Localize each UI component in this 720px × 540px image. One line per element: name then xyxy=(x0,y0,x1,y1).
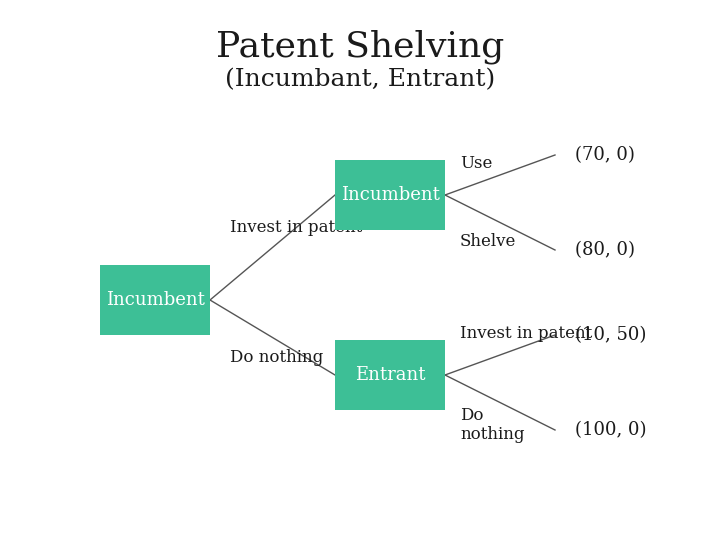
Text: Use: Use xyxy=(460,154,492,172)
Text: (70, 0): (70, 0) xyxy=(575,146,635,164)
Text: Do
nothing: Do nothing xyxy=(460,407,524,443)
Text: Incumbent: Incumbent xyxy=(341,186,439,204)
Text: Entrant: Entrant xyxy=(355,366,426,384)
Text: Incumbent: Incumbent xyxy=(106,291,204,309)
FancyBboxPatch shape xyxy=(335,160,445,230)
Text: (100, 0): (100, 0) xyxy=(575,421,647,439)
Text: Invest in patent: Invest in patent xyxy=(230,219,362,237)
Text: Patent Shelving: Patent Shelving xyxy=(216,30,504,64)
Text: Do nothing: Do nothing xyxy=(230,349,323,367)
Text: Shelve: Shelve xyxy=(460,233,516,251)
FancyBboxPatch shape xyxy=(335,340,445,410)
FancyBboxPatch shape xyxy=(100,265,210,335)
Text: (Incumbant, Entrant): (Incumbant, Entrant) xyxy=(225,68,495,91)
Text: (80, 0): (80, 0) xyxy=(575,241,635,259)
Text: (10, 50): (10, 50) xyxy=(575,326,647,344)
Text: Invest in patent: Invest in patent xyxy=(460,325,593,341)
